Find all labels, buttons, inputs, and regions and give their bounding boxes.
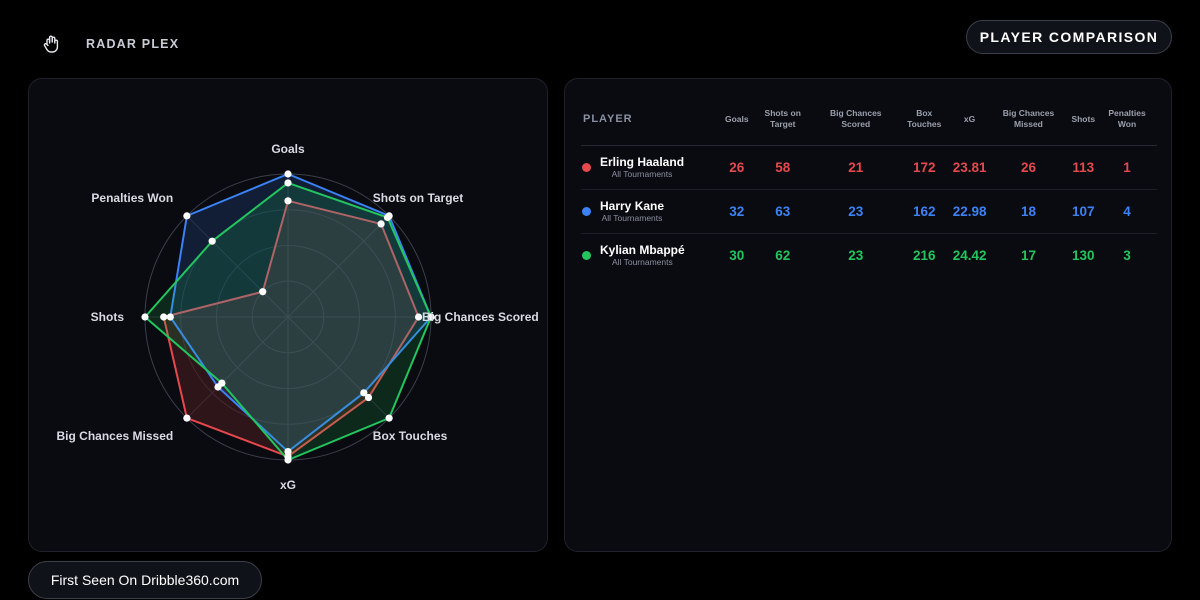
column-header: Big Chances Missed (987, 101, 1070, 146)
column-header: Penalties Won (1097, 101, 1157, 146)
data-point (208, 237, 216, 245)
column-header: Shots on Target (750, 101, 815, 146)
player-name: Erling Haaland (600, 155, 685, 169)
grid-spoke (287, 316, 390, 419)
data-point (160, 313, 168, 321)
data-point (427, 313, 435, 321)
column-header: Goals (723, 101, 751, 146)
data-point (385, 414, 393, 422)
source-link[interactable]: First Seen On Dribble360.com (28, 561, 262, 599)
stat-value: 24.42 (952, 248, 987, 263)
data-point (284, 170, 292, 178)
data-point (284, 179, 292, 187)
player-color-dot (582, 207, 591, 216)
player-comparison-button[interactable]: PLAYER COMPARISON (966, 20, 1172, 54)
stat-value: 23 (848, 248, 864, 263)
player-subtitle: All Tournaments (601, 213, 663, 223)
stats-card: PLAYER Goals Shots on Target Big Chances Sc… (564, 78, 1172, 552)
axis-label: Goals (271, 142, 305, 156)
table-row[interactable]: Erling Haaland All Tournaments 26 58 21 172 23… (581, 145, 1157, 190)
player-cell: Harry Kane All Tournaments (581, 189, 723, 234)
radar-card: Goals Shots on Target Big Chances Scored Bo… (28, 78, 548, 552)
stats-table: PLAYER Goals Shots on Target Big Chances Sc… (581, 101, 1157, 277)
stat-value: 26 (987, 145, 1070, 190)
axis-label: Shots on Target (373, 191, 463, 205)
data-point (183, 414, 191, 422)
stat-value: 21 (814, 145, 897, 190)
table-header-row: PLAYER Goals Shots on Target Big Chances Sc… (581, 101, 1157, 146)
stat-value: 162 (896, 189, 952, 234)
table-row[interactable]: Harry Kane All Tournaments 32 63 23 162 22.98 1… (581, 189, 1157, 234)
stat-value: 63 (750, 189, 815, 234)
column-header: Box Touches (896, 101, 952, 146)
stat-value: 113 (1069, 145, 1098, 190)
data-point (360, 389, 368, 397)
axis-label: Penalties Won (91, 191, 173, 205)
data-point (141, 313, 149, 321)
grid-spoke (186, 215, 289, 318)
player-subtitle: All Tournaments (611, 257, 673, 267)
stat-value: 17 (1020, 248, 1036, 263)
player-color-dot (582, 163, 591, 172)
axis-label: Shots (91, 310, 125, 324)
data-point (284, 456, 292, 464)
axis-label: xG (280, 478, 296, 492)
data-point (284, 197, 292, 205)
stat-value: 62 (775, 248, 791, 263)
radar-chart: Goals Shots on Target Big Chances Scored Bo… (57, 142, 539, 492)
hand-icon (43, 35, 59, 53)
player-cell: Kylian Mbappé All Tournaments (581, 234, 723, 278)
stat-value: 1 (1097, 145, 1157, 190)
data-point (218, 379, 226, 387)
brand: RADAR PLEX (40, 32, 179, 56)
stat-value: 172 (896, 145, 952, 190)
axis-label: Box Touches (373, 429, 448, 443)
stat-value: 23.81 (951, 145, 988, 190)
grid-spoke (186, 316, 289, 419)
column-header: Shots (1069, 101, 1098, 146)
stat-value: 22.98 (951, 189, 988, 234)
player-name: Kylian Mbappé (600, 243, 685, 257)
stat-value: 30 (729, 248, 745, 263)
column-header: xG (951, 101, 988, 146)
player-subtitle: All Tournaments (611, 169, 673, 179)
stat-value: 107 (1069, 189, 1098, 234)
stat-value: 216 (912, 248, 936, 263)
brand-name: RADAR PLEX (86, 37, 180, 51)
stat-value: 130 (1071, 248, 1095, 263)
stat-value: 3 (1123, 248, 1131, 263)
player-color-dot (582, 251, 591, 260)
table-row[interactable]: Kylian Mbappé All Tournaments 30 62 23 216 24.… (581, 234, 1157, 278)
data-point (183, 212, 191, 220)
stat-value: 18 (987, 189, 1070, 234)
player-cell: Erling Haaland All Tournaments (581, 145, 723, 190)
data-point (259, 288, 267, 296)
data-point (364, 393, 373, 402)
stat-value: 58 (750, 145, 815, 190)
stat-value: 4 (1097, 189, 1157, 234)
data-point (377, 220, 385, 228)
axis-label: Big Chances Scored (422, 310, 539, 324)
grid-spoke (287, 215, 390, 318)
stat-value: 26 (723, 145, 751, 190)
stat-value: 23 (814, 189, 897, 234)
player-name: Harry Kane (600, 199, 665, 213)
column-header: Big Chances Scored (814, 101, 897, 146)
data-point (383, 213, 392, 222)
data-point (284, 447, 292, 456)
data-point (414, 313, 423, 321)
axis-label: Big Chances Missed (57, 429, 174, 443)
stat-value: 32 (723, 189, 751, 234)
data-point (166, 313, 174, 321)
column-header-player: PLAYER (581, 101, 723, 146)
